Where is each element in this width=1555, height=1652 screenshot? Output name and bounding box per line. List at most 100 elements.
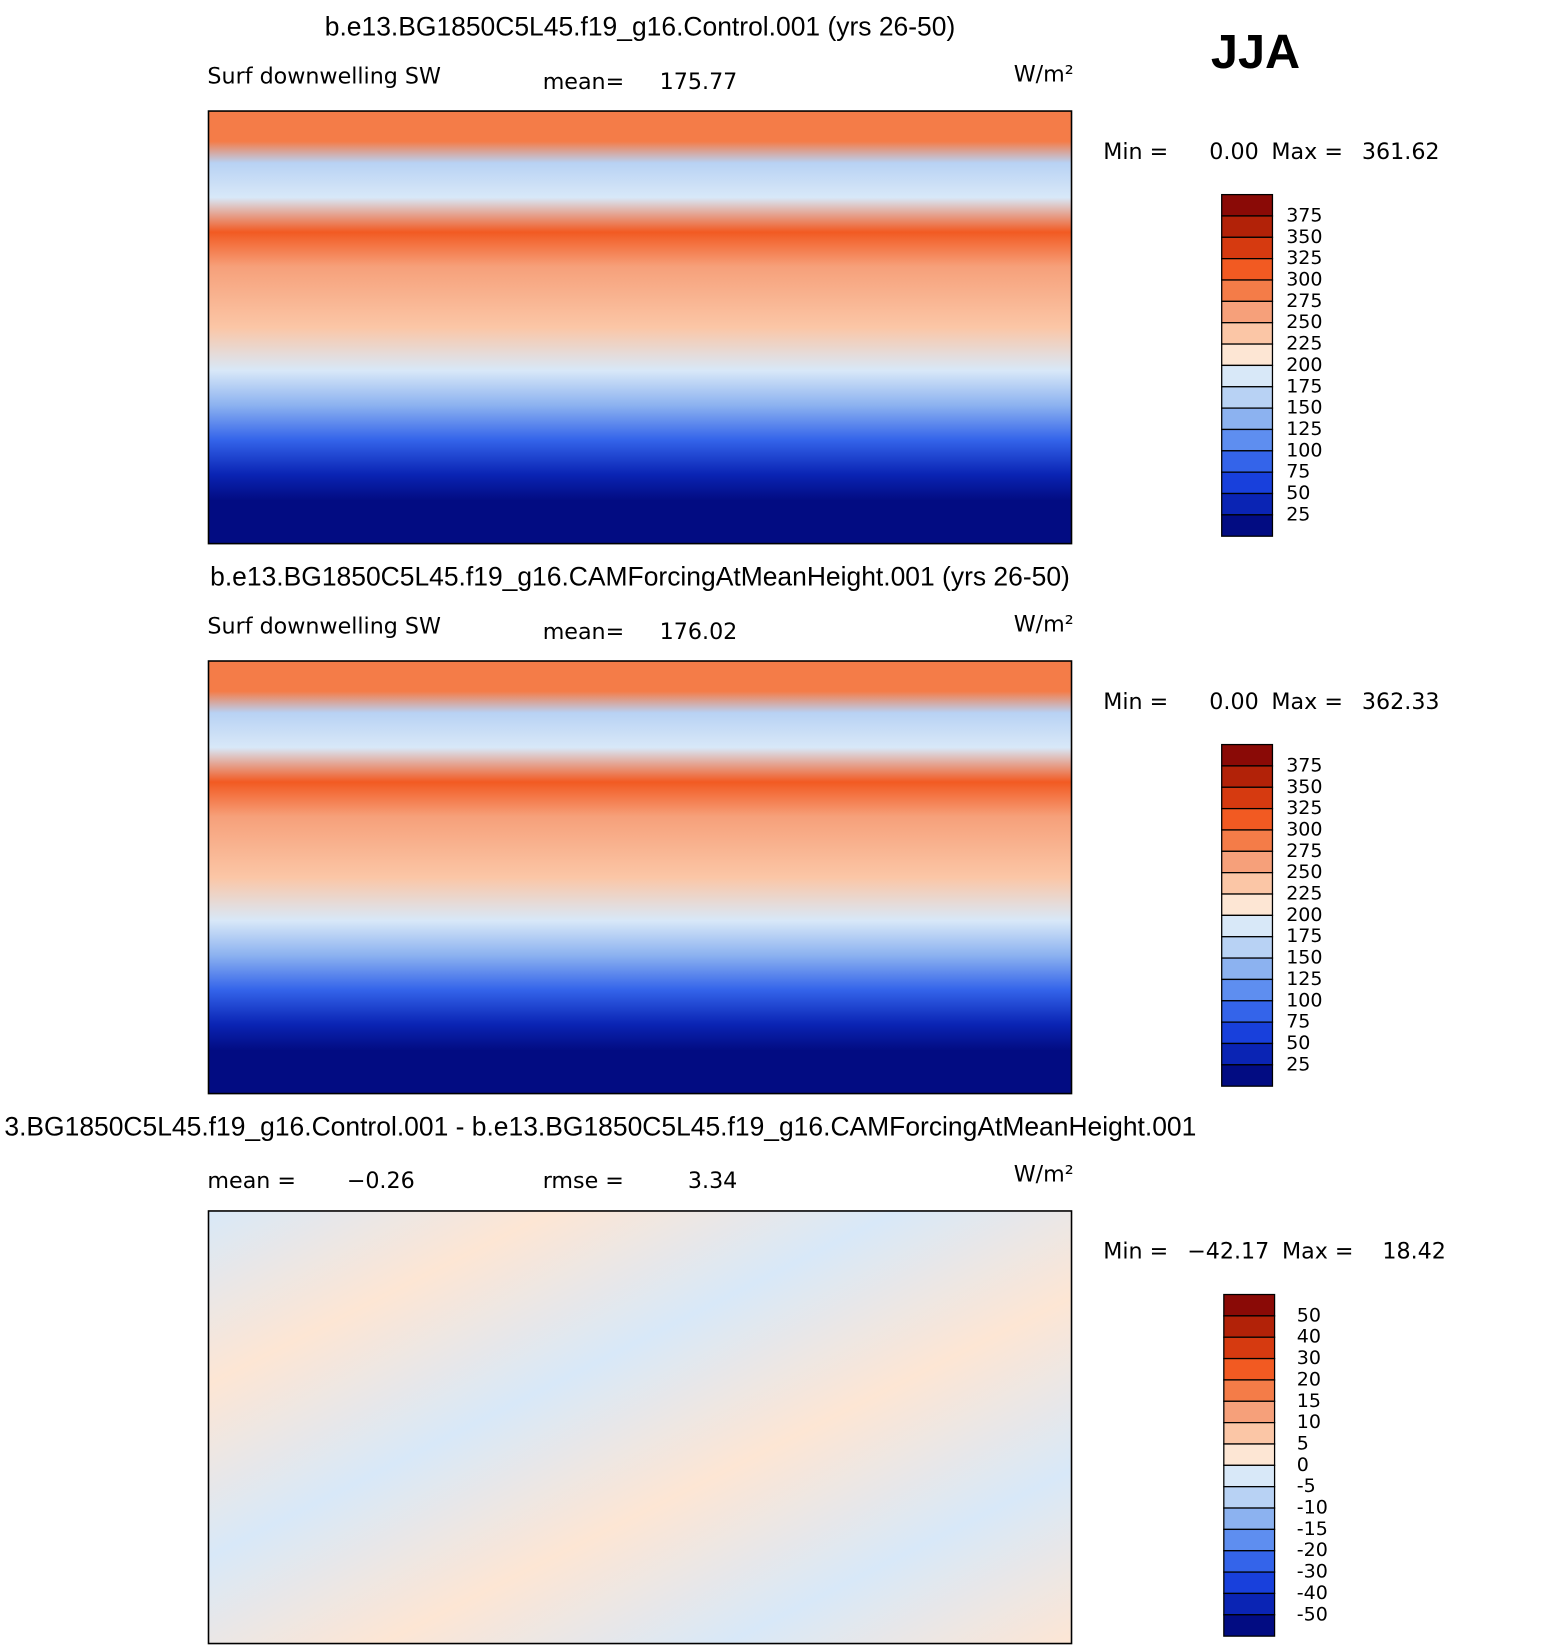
colorbar-box xyxy=(1223,1293,1276,1317)
colorbar-box xyxy=(1221,936,1274,959)
colorbar-label: 325 xyxy=(1286,247,1322,269)
colorbar-box xyxy=(1223,1336,1276,1360)
colorbar-label: 300 xyxy=(1286,818,1322,840)
max-value: 18.42 xyxy=(1382,1239,1446,1265)
colorbar-box xyxy=(1223,1464,1276,1488)
min-label: Min = xyxy=(1103,139,1168,165)
colorbar-box xyxy=(1223,1400,1276,1424)
colorbar-box xyxy=(1221,193,1274,217)
units: W/m² xyxy=(1014,62,1074,88)
colorbar-label: 200 xyxy=(1286,354,1322,376)
colorbar-box xyxy=(1221,322,1274,345)
mean-value: 176.02 xyxy=(660,619,738,645)
colorbar-box xyxy=(1221,407,1274,431)
colorbar-box xyxy=(1221,850,1274,874)
colorbar-box xyxy=(1223,1592,1276,1616)
colorbar-label: 150 xyxy=(1286,947,1322,969)
colorbar-label: -10 xyxy=(1297,1497,1328,1519)
colorbar-label: -15 xyxy=(1297,1518,1328,1540)
colorbar-box xyxy=(1221,829,1274,852)
rmse-value: 3.34 xyxy=(688,1168,737,1194)
colorbar-label: 40 xyxy=(1297,1326,1321,1348)
colorbar-box xyxy=(1223,1614,1276,1637)
colorbar-box xyxy=(1223,1379,1276,1402)
colorbar-box xyxy=(1221,300,1274,324)
colorbar-label: 75 xyxy=(1286,1011,1310,1033)
colorbar-label: 375 xyxy=(1286,754,1322,776)
max-label: Max = xyxy=(1282,1239,1354,1265)
colorbar-label: 30 xyxy=(1297,1347,1321,1369)
colorbar-label: 275 xyxy=(1286,290,1322,312)
colorbar-box xyxy=(1221,428,1274,452)
colorbar-label: 275 xyxy=(1286,840,1322,862)
mean-label: mean = xyxy=(207,1168,296,1194)
colorbar-box xyxy=(1221,492,1274,516)
colorbar-box xyxy=(1223,1571,1276,1595)
colorbar-label: 150 xyxy=(1286,397,1322,419)
map xyxy=(207,110,1073,545)
colorbar-label: 225 xyxy=(1286,883,1322,905)
colorbar-box xyxy=(1223,1357,1276,1381)
colorbar-box xyxy=(1221,914,1274,938)
colorbar-box xyxy=(1221,1021,1274,1045)
min-label: Min = xyxy=(1103,1239,1168,1265)
colorbar-label: 15 xyxy=(1297,1390,1321,1412)
max-label: Max = xyxy=(1271,139,1343,165)
mean-value: −0.26 xyxy=(347,1168,415,1194)
colorbar-box xyxy=(1221,765,1274,788)
colorbar-label: 175 xyxy=(1286,375,1322,397)
colorbar-label: 25 xyxy=(1286,503,1310,525)
colorbar-label: -5 xyxy=(1297,1475,1316,1497)
colorbar-label: 375 xyxy=(1286,204,1322,226)
colorbar-box xyxy=(1223,1486,1276,1509)
colorbar-box xyxy=(1221,258,1274,281)
colorbar-box xyxy=(1221,1042,1274,1066)
colorbar-label: 225 xyxy=(1286,333,1322,355)
colorbar-label: 125 xyxy=(1286,968,1322,990)
colorbar-box xyxy=(1221,957,1274,981)
colorbar-label: 250 xyxy=(1286,311,1322,333)
colorbar-label: 250 xyxy=(1286,861,1322,883)
colorbar-label: 300 xyxy=(1286,269,1322,291)
min-value: −42.17 xyxy=(1187,1239,1269,1265)
min-value: 0.00 xyxy=(1209,689,1258,715)
colorbar-box xyxy=(1221,893,1274,917)
colorbar-box xyxy=(1221,786,1274,810)
colorbar-label: 350 xyxy=(1286,776,1322,798)
units: W/m² xyxy=(1014,612,1074,638)
colorbar-box xyxy=(1221,1000,1274,1023)
colorbar-box xyxy=(1221,743,1274,767)
colorbar-box xyxy=(1223,1528,1276,1552)
mean-label: mean= xyxy=(543,619,625,645)
variable-name: Surf downwelling SW xyxy=(207,614,441,640)
colorbar-label: 25 xyxy=(1286,1053,1310,1075)
colorbar-label: -20 xyxy=(1297,1539,1328,1561)
colorbar-box xyxy=(1221,343,1274,367)
colorbar-box xyxy=(1221,279,1274,302)
colorbar-label: 50 xyxy=(1286,482,1310,504)
variable-name: Surf downwelling SW xyxy=(207,64,441,90)
colorbar-label: 200 xyxy=(1286,904,1322,926)
map xyxy=(207,1210,1073,1645)
panel-title: b.e13.BG1850C5L45.f19_g16.Control.001 (y… xyxy=(325,12,956,42)
colorbar-label: 325 xyxy=(1286,797,1322,819)
season: JJA xyxy=(1211,25,1300,79)
colorbar-label: -50 xyxy=(1297,1603,1328,1625)
colorbar-box xyxy=(1221,450,1274,473)
colorbar-label: 350 xyxy=(1286,226,1322,248)
colorbar-box xyxy=(1221,807,1274,831)
colorbar-box xyxy=(1221,386,1274,409)
colorbar-label: 10 xyxy=(1297,1411,1321,1433)
colorbar-box xyxy=(1223,1315,1276,1338)
colorbar-label: 50 xyxy=(1286,1032,1310,1054)
colorbar-box xyxy=(1221,236,1274,260)
colorbar-box xyxy=(1221,364,1274,388)
colorbar-box xyxy=(1221,215,1274,238)
mean-value: 175.77 xyxy=(660,69,738,95)
colorbar-label: 75 xyxy=(1286,461,1310,483)
colorbar-box xyxy=(1221,514,1274,537)
mean-label: mean= xyxy=(543,69,625,95)
rmse-label: rmse = xyxy=(543,1168,624,1194)
colorbar-label: 125 xyxy=(1286,418,1322,440)
